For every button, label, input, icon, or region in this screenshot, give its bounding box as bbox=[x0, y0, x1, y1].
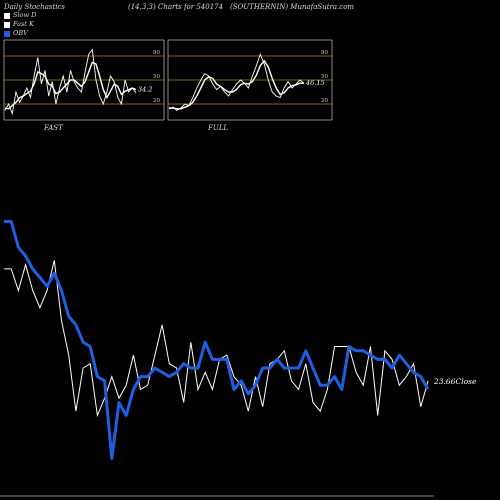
fast-series-slow-d bbox=[4, 61, 137, 110]
full-panel-label: FULL bbox=[208, 124, 229, 132]
legend-item-slow-d: Slow D bbox=[4, 11, 36, 20]
legend: Slow D Fast K OBV bbox=[4, 11, 36, 38]
obv-line bbox=[4, 220, 430, 460]
price-line bbox=[4, 260, 429, 418]
header-center: (14,3,3) Charts for 540174 bbox=[128, 3, 224, 11]
close-label: 23.66Close bbox=[433, 377, 477, 386]
header-left: Daily Stochastics bbox=[4, 3, 66, 11]
legend-label-fast-k: Fast K bbox=[13, 20, 34, 28]
legend-item-obv: OBV bbox=[4, 29, 36, 38]
legend-swatch-slow-d bbox=[4, 12, 10, 19]
header-right: (SOUTHERNIN) MunafaSutra.com bbox=[230, 3, 355, 11]
full-series-slow-d bbox=[169, 59, 304, 110]
legend-item-fast-k: Fast K bbox=[4, 20, 36, 29]
legend-swatch-fast-k bbox=[4, 21, 10, 28]
fast-series-fast-k bbox=[4, 48, 137, 116]
full-level-label-20: 20 bbox=[321, 98, 328, 104]
full-level-label-80: 80 bbox=[321, 50, 328, 56]
full-current-value: 46.15 bbox=[305, 79, 325, 87]
fast-panel-label: FAST bbox=[44, 124, 63, 132]
fast-current-value: 34.2 bbox=[138, 86, 152, 94]
fast-level-label-50: 50 bbox=[153, 74, 160, 80]
full-level-label-50: 50 bbox=[321, 74, 328, 80]
fast-level-label-80: 80 bbox=[153, 50, 160, 56]
legend-swatch-obv bbox=[4, 30, 10, 37]
legend-label-slow-d: Slow D bbox=[13, 11, 37, 19]
legend-label-obv: OBV bbox=[13, 29, 28, 37]
fast-level-label-20: 20 bbox=[153, 98, 160, 104]
